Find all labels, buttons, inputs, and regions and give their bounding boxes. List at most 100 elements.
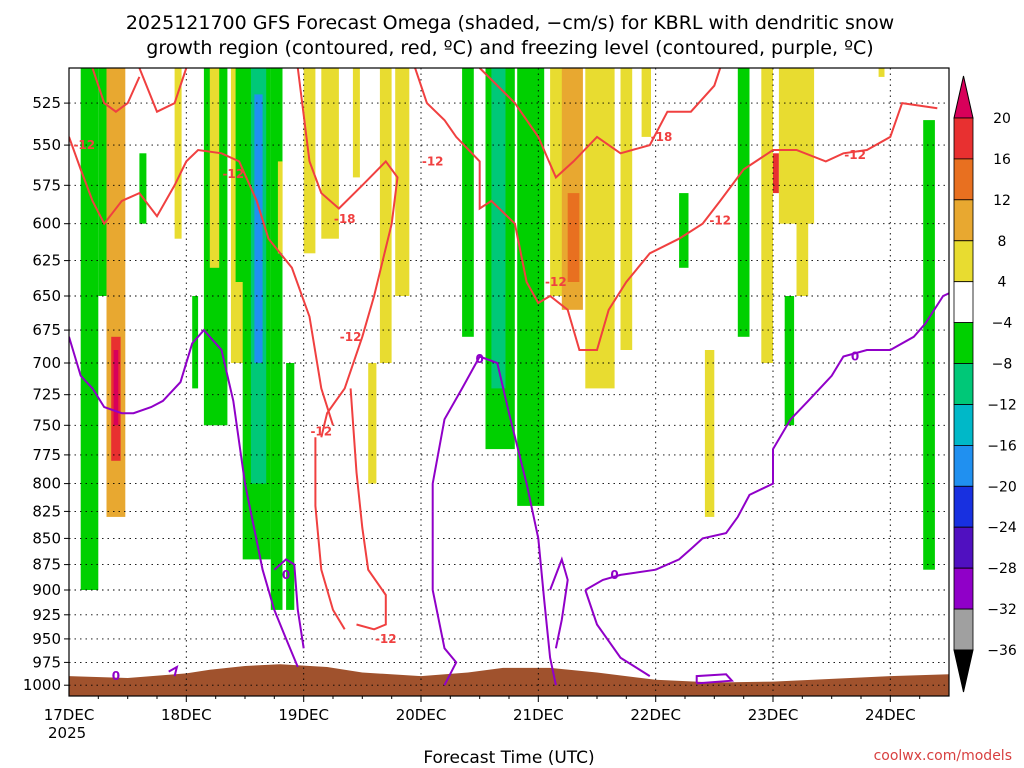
colorbar-label: −20 (987, 479, 1017, 495)
colorbar-label: −36 (987, 643, 1017, 659)
omega-cell (761, 68, 773, 363)
dgz-contour-label: -12 (422, 154, 444, 168)
colorbar-label: −28 (987, 561, 1017, 577)
colorbar-segment (953, 485, 974, 528)
x-year-label: 2025 (48, 724, 86, 742)
colorbar-segment (953, 199, 974, 242)
freezing-contour (584, 292, 949, 591)
x-tick-label: 17DEC (44, 706, 95, 724)
omega-cell (491, 68, 506, 389)
omega-cell (784, 296, 795, 426)
omega-cell (192, 296, 199, 389)
colorbar-segment (953, 281, 974, 324)
omega-shading (80, 68, 935, 610)
freezing-contour-label: 0 (282, 568, 290, 582)
dgz-contour (414, 68, 938, 351)
omega-cell (679, 193, 689, 268)
omega-cell (174, 68, 182, 239)
omega-cell (209, 68, 220, 268)
grid-lines (69, 68, 949, 696)
dgz-contour-label: -12 (844, 148, 866, 162)
colorbar: 20 16 12 8 4 −4 −8 −12 −16 −20 −24 −28 −32 −36 (953, 75, 1017, 693)
freezing-contour (431, 355, 557, 686)
y-axis-ticks: 525 550 575 600 625 650 675 700 725 750 775 800 825 8… (23, 94, 69, 694)
colorbar-segment (953, 322, 974, 364)
colorbar-label: −32 (987, 602, 1017, 618)
omega-cell (773, 153, 779, 194)
x-tick-label: 19DEC (278, 706, 329, 724)
dgz-contour-label: -18 (651, 130, 673, 144)
colorbar-segment (953, 363, 974, 405)
y-tick-label: 1000 (23, 676, 61, 694)
dgz-contour (296, 68, 399, 438)
freezing-contour (695, 673, 735, 685)
omega-cell (235, 68, 248, 282)
freezing-contour-label: 0 (610, 568, 618, 582)
contour-labels: -12 -12 -18 -12 -12 -12 -12 -12 -18 -12 -12 0 0 0 0 0 (73, 130, 865, 683)
omega-cell (517, 68, 545, 506)
freezing-contour-label: 0 (112, 669, 120, 683)
dgz-contour-label: -18 (334, 212, 356, 226)
y-tick-label: 550 (32, 136, 61, 154)
x-tick-label: 18DEC (161, 706, 212, 724)
colorbar-label: 20 (993, 111, 1011, 127)
omega-cell (704, 350, 715, 517)
y-tick-label: 900 (32, 581, 61, 599)
y-tick-label: 800 (32, 475, 61, 493)
x-axis-ticks: 17DEC 18DEC 19DEC 20DEC 21DEC 22DEC 23DEC 24DEC (44, 696, 921, 724)
x-axis-label: Forecast Time (UTC) (423, 748, 594, 768)
y-tick-label: 725 (32, 386, 61, 404)
dgz-contour (91, 68, 141, 113)
y-tick-label: 850 (32, 529, 61, 547)
colorbar-segment (953, 444, 974, 487)
omega-cell (113, 350, 119, 426)
colorbar-segment (953, 240, 974, 283)
colorbar-label: 8 (998, 234, 1007, 250)
omega-cell (254, 94, 263, 363)
dgz-contour (349, 388, 387, 631)
x-tick-label: 23DEC (748, 706, 799, 724)
omega-cell (270, 68, 283, 610)
omega-cell (98, 68, 107, 296)
y-tick-label: 775 (32, 446, 61, 464)
omega-cell (567, 193, 580, 282)
dgz-contour (478, 68, 722, 180)
y-tick-label: 650 (32, 287, 61, 305)
y-tick-label: 625 (32, 252, 61, 270)
dgz-contour (314, 437, 346, 630)
colorbar-segment (953, 567, 974, 610)
omega-cell (462, 68, 474, 337)
dgz-contour-label: -12 (545, 275, 567, 289)
colorbar-segment (953, 117, 974, 160)
omega-cell (796, 68, 809, 296)
dgz-contour-label: -12 (73, 138, 95, 152)
colorbar-bottom-triangle (953, 649, 974, 693)
dgz-contour-label: -12 (340, 330, 362, 344)
freezing-contour (168, 664, 179, 677)
colorbar-label: 4 (998, 275, 1007, 291)
y-tick-label: 675 (32, 321, 61, 339)
omega-cell (395, 68, 410, 296)
chart-title-line-1: 2025121700 GFS Forecast Omega (shaded, −… (126, 12, 894, 34)
y-tick-label: 925 (32, 606, 61, 624)
x-tick-label: 20DEC (396, 706, 447, 724)
terrain-fill (69, 664, 949, 696)
colorbar-top-triangle (953, 75, 974, 119)
dgz-contour (69, 136, 334, 426)
colorbar-label: −8 (992, 357, 1013, 373)
colorbar-segment (953, 526, 974, 569)
dgz-contour-label: -12 (709, 214, 731, 228)
omega-cell (923, 120, 935, 570)
freezing-contour-label: 0 (851, 350, 859, 364)
contour-lines (69, 68, 949, 686)
omega-cell (286, 363, 295, 610)
y-tick-label: 750 (32, 416, 61, 434)
dgz-contour (138, 68, 188, 114)
y-tick-label: 875 (32, 556, 61, 574)
colorbar-segment (953, 158, 974, 201)
colorbar-label: 12 (993, 193, 1011, 209)
credit-text: coolwx.com/models (874, 748, 1012, 764)
omega-cell (550, 68, 565, 296)
freezing-contour (549, 556, 569, 649)
